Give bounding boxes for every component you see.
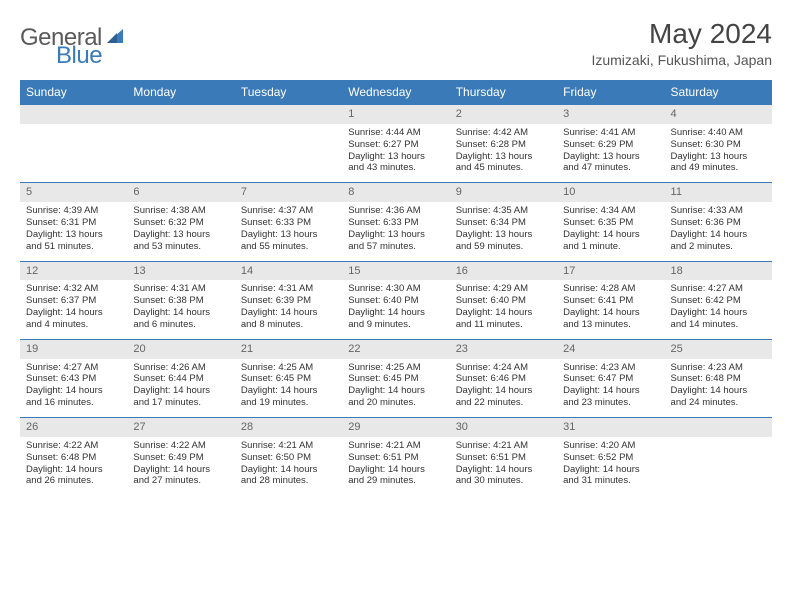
day-details: Sunrise: 4:20 AMSunset: 6:52 PMDaylight:… [557,437,664,496]
detail-row: Sunrise: 4:39 AMSunset: 6:31 PMDaylight:… [20,202,772,261]
day-details: Sunrise: 4:29 AMSunset: 6:40 PMDaylight:… [450,280,557,339]
day-details [20,124,127,183]
daynum-row: 12131415161718 [20,261,772,280]
daynum-row: 567891011 [20,183,772,202]
day-details: Sunrise: 4:25 AMSunset: 6:45 PMDaylight:… [235,359,342,418]
day-number: 9 [450,183,557,202]
day-details: Sunrise: 4:31 AMSunset: 6:39 PMDaylight:… [235,280,342,339]
day-details: Sunrise: 4:23 AMSunset: 6:48 PMDaylight:… [665,359,772,418]
day-details: Sunrise: 4:36 AMSunset: 6:33 PMDaylight:… [342,202,449,261]
detail-row: Sunrise: 4:44 AMSunset: 6:27 PMDaylight:… [20,124,772,183]
day-number: 6 [127,183,234,202]
day-number: 14 [235,261,342,280]
location: Izumizaki, Fukushima, Japan [591,52,772,68]
day-number: 18 [665,261,772,280]
day-details [665,437,772,496]
day-number: 24 [557,339,664,358]
day-number: 25 [665,339,772,358]
day-number: 29 [342,418,449,437]
day-details: Sunrise: 4:26 AMSunset: 6:44 PMDaylight:… [127,359,234,418]
day-number: 13 [127,261,234,280]
day-details: Sunrise: 4:44 AMSunset: 6:27 PMDaylight:… [342,124,449,183]
day-details: Sunrise: 4:33 AMSunset: 6:36 PMDaylight:… [665,202,772,261]
day-number: 11 [665,183,772,202]
day-details: Sunrise: 4:25 AMSunset: 6:45 PMDaylight:… [342,359,449,418]
day-number: 2 [450,105,557,124]
weekday-header: Thursday [450,80,557,105]
day-number [665,418,772,437]
weekday-header: Friday [557,80,664,105]
weekday-header-row: Sunday Monday Tuesday Wednesday Thursday… [20,80,772,105]
title-block: May 2024 Izumizaki, Fukushima, Japan [591,18,772,68]
day-number: 4 [665,105,772,124]
day-details: Sunrise: 4:27 AMSunset: 6:42 PMDaylight:… [665,280,772,339]
day-number: 31 [557,418,664,437]
day-details: Sunrise: 4:27 AMSunset: 6:43 PMDaylight:… [20,359,127,418]
day-details: Sunrise: 4:23 AMSunset: 6:47 PMDaylight:… [557,359,664,418]
day-number: 15 [342,261,449,280]
day-details: Sunrise: 4:28 AMSunset: 6:41 PMDaylight:… [557,280,664,339]
daynum-row: 262728293031 [20,418,772,437]
day-number [235,105,342,124]
day-number: 16 [450,261,557,280]
day-number: 20 [127,339,234,358]
day-details: Sunrise: 4:39 AMSunset: 6:31 PMDaylight:… [20,202,127,261]
day-number [20,105,127,124]
day-number: 27 [127,418,234,437]
weekday-header: Tuesday [235,80,342,105]
day-details: Sunrise: 4:21 AMSunset: 6:51 PMDaylight:… [342,437,449,496]
day-details: Sunrise: 4:21 AMSunset: 6:50 PMDaylight:… [235,437,342,496]
day-number: 22 [342,339,449,358]
day-details: Sunrise: 4:24 AMSunset: 6:46 PMDaylight:… [450,359,557,418]
day-details: Sunrise: 4:42 AMSunset: 6:28 PMDaylight:… [450,124,557,183]
day-number: 17 [557,261,664,280]
daynum-row: 1234 [20,105,772,124]
day-details [235,124,342,183]
day-details: Sunrise: 4:37 AMSunset: 6:33 PMDaylight:… [235,202,342,261]
weekday-header: Sunday [20,80,127,105]
month-title: May 2024 [591,18,772,50]
day-number: 23 [450,339,557,358]
weekday-header: Monday [127,80,234,105]
day-number: 10 [557,183,664,202]
day-details: Sunrise: 4:35 AMSunset: 6:34 PMDaylight:… [450,202,557,261]
day-details: Sunrise: 4:34 AMSunset: 6:35 PMDaylight:… [557,202,664,261]
weekday-header: Saturday [665,80,772,105]
daynum-row: 19202122232425 [20,339,772,358]
day-details: Sunrise: 4:22 AMSunset: 6:48 PMDaylight:… [20,437,127,496]
day-details: Sunrise: 4:32 AMSunset: 6:37 PMDaylight:… [20,280,127,339]
day-details: Sunrise: 4:30 AMSunset: 6:40 PMDaylight:… [342,280,449,339]
day-number: 28 [235,418,342,437]
detail-row: Sunrise: 4:32 AMSunset: 6:37 PMDaylight:… [20,280,772,339]
day-number: 19 [20,339,127,358]
logo-sail-icon [107,27,127,50]
day-number: 3 [557,105,664,124]
weekday-header: Wednesday [342,80,449,105]
day-details: Sunrise: 4:31 AMSunset: 6:38 PMDaylight:… [127,280,234,339]
day-number: 12 [20,261,127,280]
logo-text-2: Blue [56,42,102,69]
day-details: Sunrise: 4:41 AMSunset: 6:29 PMDaylight:… [557,124,664,183]
day-number: 8 [342,183,449,202]
day-details: Sunrise: 4:22 AMSunset: 6:49 PMDaylight:… [127,437,234,496]
day-number [127,105,234,124]
day-number: 21 [235,339,342,358]
day-details: Sunrise: 4:40 AMSunset: 6:30 PMDaylight:… [665,124,772,183]
detail-row: Sunrise: 4:27 AMSunset: 6:43 PMDaylight:… [20,359,772,418]
day-details: Sunrise: 4:38 AMSunset: 6:32 PMDaylight:… [127,202,234,261]
day-number: 7 [235,183,342,202]
day-number: 26 [20,418,127,437]
calendar-table: Sunday Monday Tuesday Wednesday Thursday… [20,80,772,495]
day-number: 5 [20,183,127,202]
day-details [127,124,234,183]
day-number: 1 [342,105,449,124]
day-details: Sunrise: 4:21 AMSunset: 6:51 PMDaylight:… [450,437,557,496]
day-number: 30 [450,418,557,437]
detail-row: Sunrise: 4:22 AMSunset: 6:48 PMDaylight:… [20,437,772,496]
